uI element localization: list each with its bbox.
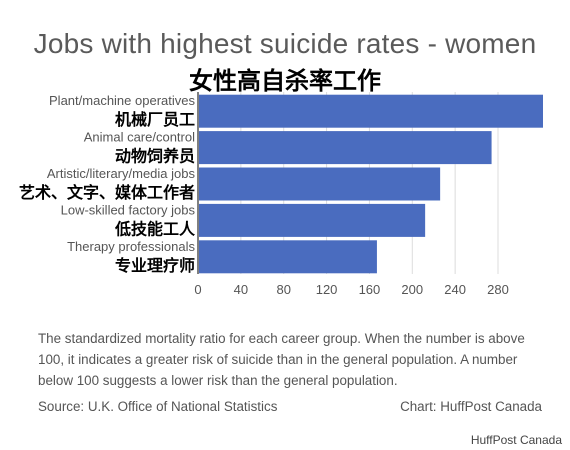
bar <box>199 203 426 237</box>
chart-source: Source: U.K. Office of National Statisti… <box>38 399 278 414</box>
watermark: HuffPost Canada <box>470 433 562 447</box>
category-label: Animal care/control <box>84 130 195 145</box>
bar <box>199 131 492 165</box>
chart-subtitle-cn: 女性高自杀率工作 <box>189 67 381 95</box>
category-label-cn: 动物饲养员 <box>115 147 195 166</box>
chart-title: Jobs with highest suicide rates - women <box>33 28 537 59</box>
x-tick-label: 200 <box>401 282 423 297</box>
category-label: Artistic/literary/media jobs <box>47 166 196 181</box>
x-tick-label: 0 <box>194 282 201 297</box>
bar <box>199 167 441 201</box>
x-tick-label: 280 <box>487 282 509 297</box>
category-label: Plant/machine operatives <box>49 93 195 108</box>
bar <box>199 240 377 274</box>
category-label: Low-skilled factory jobs <box>61 202 196 217</box>
x-tick-label: 240 <box>444 282 466 297</box>
chart-credit: Chart: HuffPost Canada <box>400 399 542 414</box>
x-tick-label: 80 <box>276 282 290 297</box>
x-tick-label: 40 <box>234 282 248 297</box>
category-label-cn: 低技能工人 <box>114 219 196 238</box>
category-label-cn: 艺术、文字、媒体工作者 <box>19 183 195 202</box>
category-label-cn: 机械厂员工 <box>115 110 195 129</box>
category-label: Therapy professionals <box>67 239 195 254</box>
bar <box>199 94 543 128</box>
x-tick-label: 160 <box>359 282 381 297</box>
x-tick-label: 120 <box>316 282 338 297</box>
category-label-cn: 专业理疗师 <box>115 256 195 275</box>
chart-note: The standardized mortality ratio for eac… <box>38 331 525 388</box>
